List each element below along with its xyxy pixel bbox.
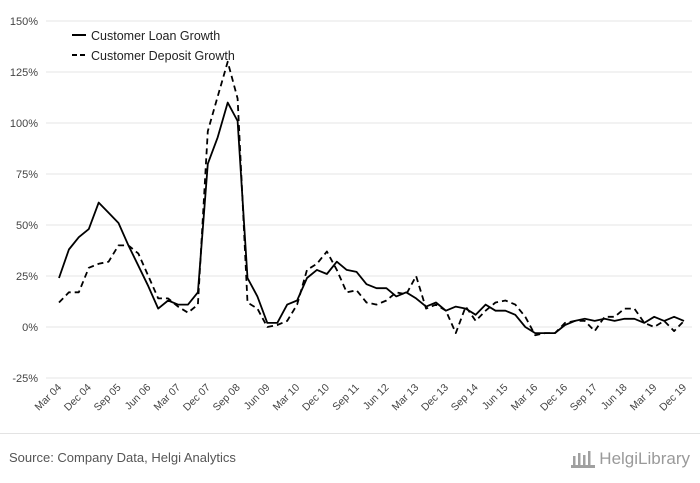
x-tick-label: Dec 10 <box>300 382 332 414</box>
y-tick-label: 75% <box>16 169 38 181</box>
y-tick-label: 125% <box>10 67 38 79</box>
legend-label-loan: Customer Loan Growth <box>91 29 220 43</box>
y-tick-label: 0% <box>22 322 38 334</box>
x-tick-label: Dec 16 <box>538 382 570 414</box>
series-line-customer-deposit-growth <box>58 60 685 337</box>
x-tick-label: Sep 05 <box>92 382 124 414</box>
x-tick-label: Jun 12 <box>361 382 392 413</box>
y-tick-label: 150% <box>10 16 38 28</box>
x-tick-label: Mar 04 <box>33 382 65 414</box>
x-tick-label: Mar 13 <box>390 382 422 414</box>
grid-lines <box>46 20 692 379</box>
y-tick-label: 25% <box>16 271 38 283</box>
x-tick-label: Mar 07 <box>152 382 184 414</box>
legend: Customer Loan Growth Customer Deposit Gr… <box>72 29 235 63</box>
x-tick-label: Jun 18 <box>599 382 630 413</box>
logo-text: HelgiLibrary <box>599 449 690 468</box>
series-line-customer-loan-growth <box>58 101 685 335</box>
x-tick-label: Dec 13 <box>419 382 451 414</box>
x-tick-label: Sep 08 <box>211 382 243 414</box>
x-tick-label: Sep 17 <box>568 382 600 414</box>
x-tick-label: Jun 06 <box>123 382 154 413</box>
x-tick-label: Sep 11 <box>330 382 362 414</box>
y-axis-ticks: 150% 125% 100% 75% 50% 25% 0% -25% <box>10 16 38 385</box>
x-tick-label: Dec 07 <box>181 382 213 414</box>
y-tick-label: -25% <box>12 373 38 385</box>
x-tick-label: Jun 09 <box>242 382 273 413</box>
helgi-library-logo: HelgiLibrary <box>570 447 690 471</box>
footer-divider <box>0 433 700 434</box>
x-tick-label: Mar 16 <box>509 382 541 414</box>
x-tick-label: Dec 19 <box>657 382 689 414</box>
legend-label-deposit: Customer Deposit Growth <box>91 49 235 63</box>
y-tick-label: 50% <box>16 220 38 232</box>
x-tick-label: Mar 10 <box>271 382 303 414</box>
series-lines <box>58 60 685 337</box>
x-tick-label: Dec 04 <box>62 382 94 414</box>
library-building-icon <box>571 451 596 468</box>
x-tick-label: Jun 15 <box>480 382 511 413</box>
y-tick-label: 100% <box>10 118 38 130</box>
source-note: Source: Company Data, Helgi Analytics <box>9 450 236 465</box>
x-tick-label: Mar 19 <box>628 382 660 414</box>
x-tick-label: Sep 14 <box>449 382 481 414</box>
